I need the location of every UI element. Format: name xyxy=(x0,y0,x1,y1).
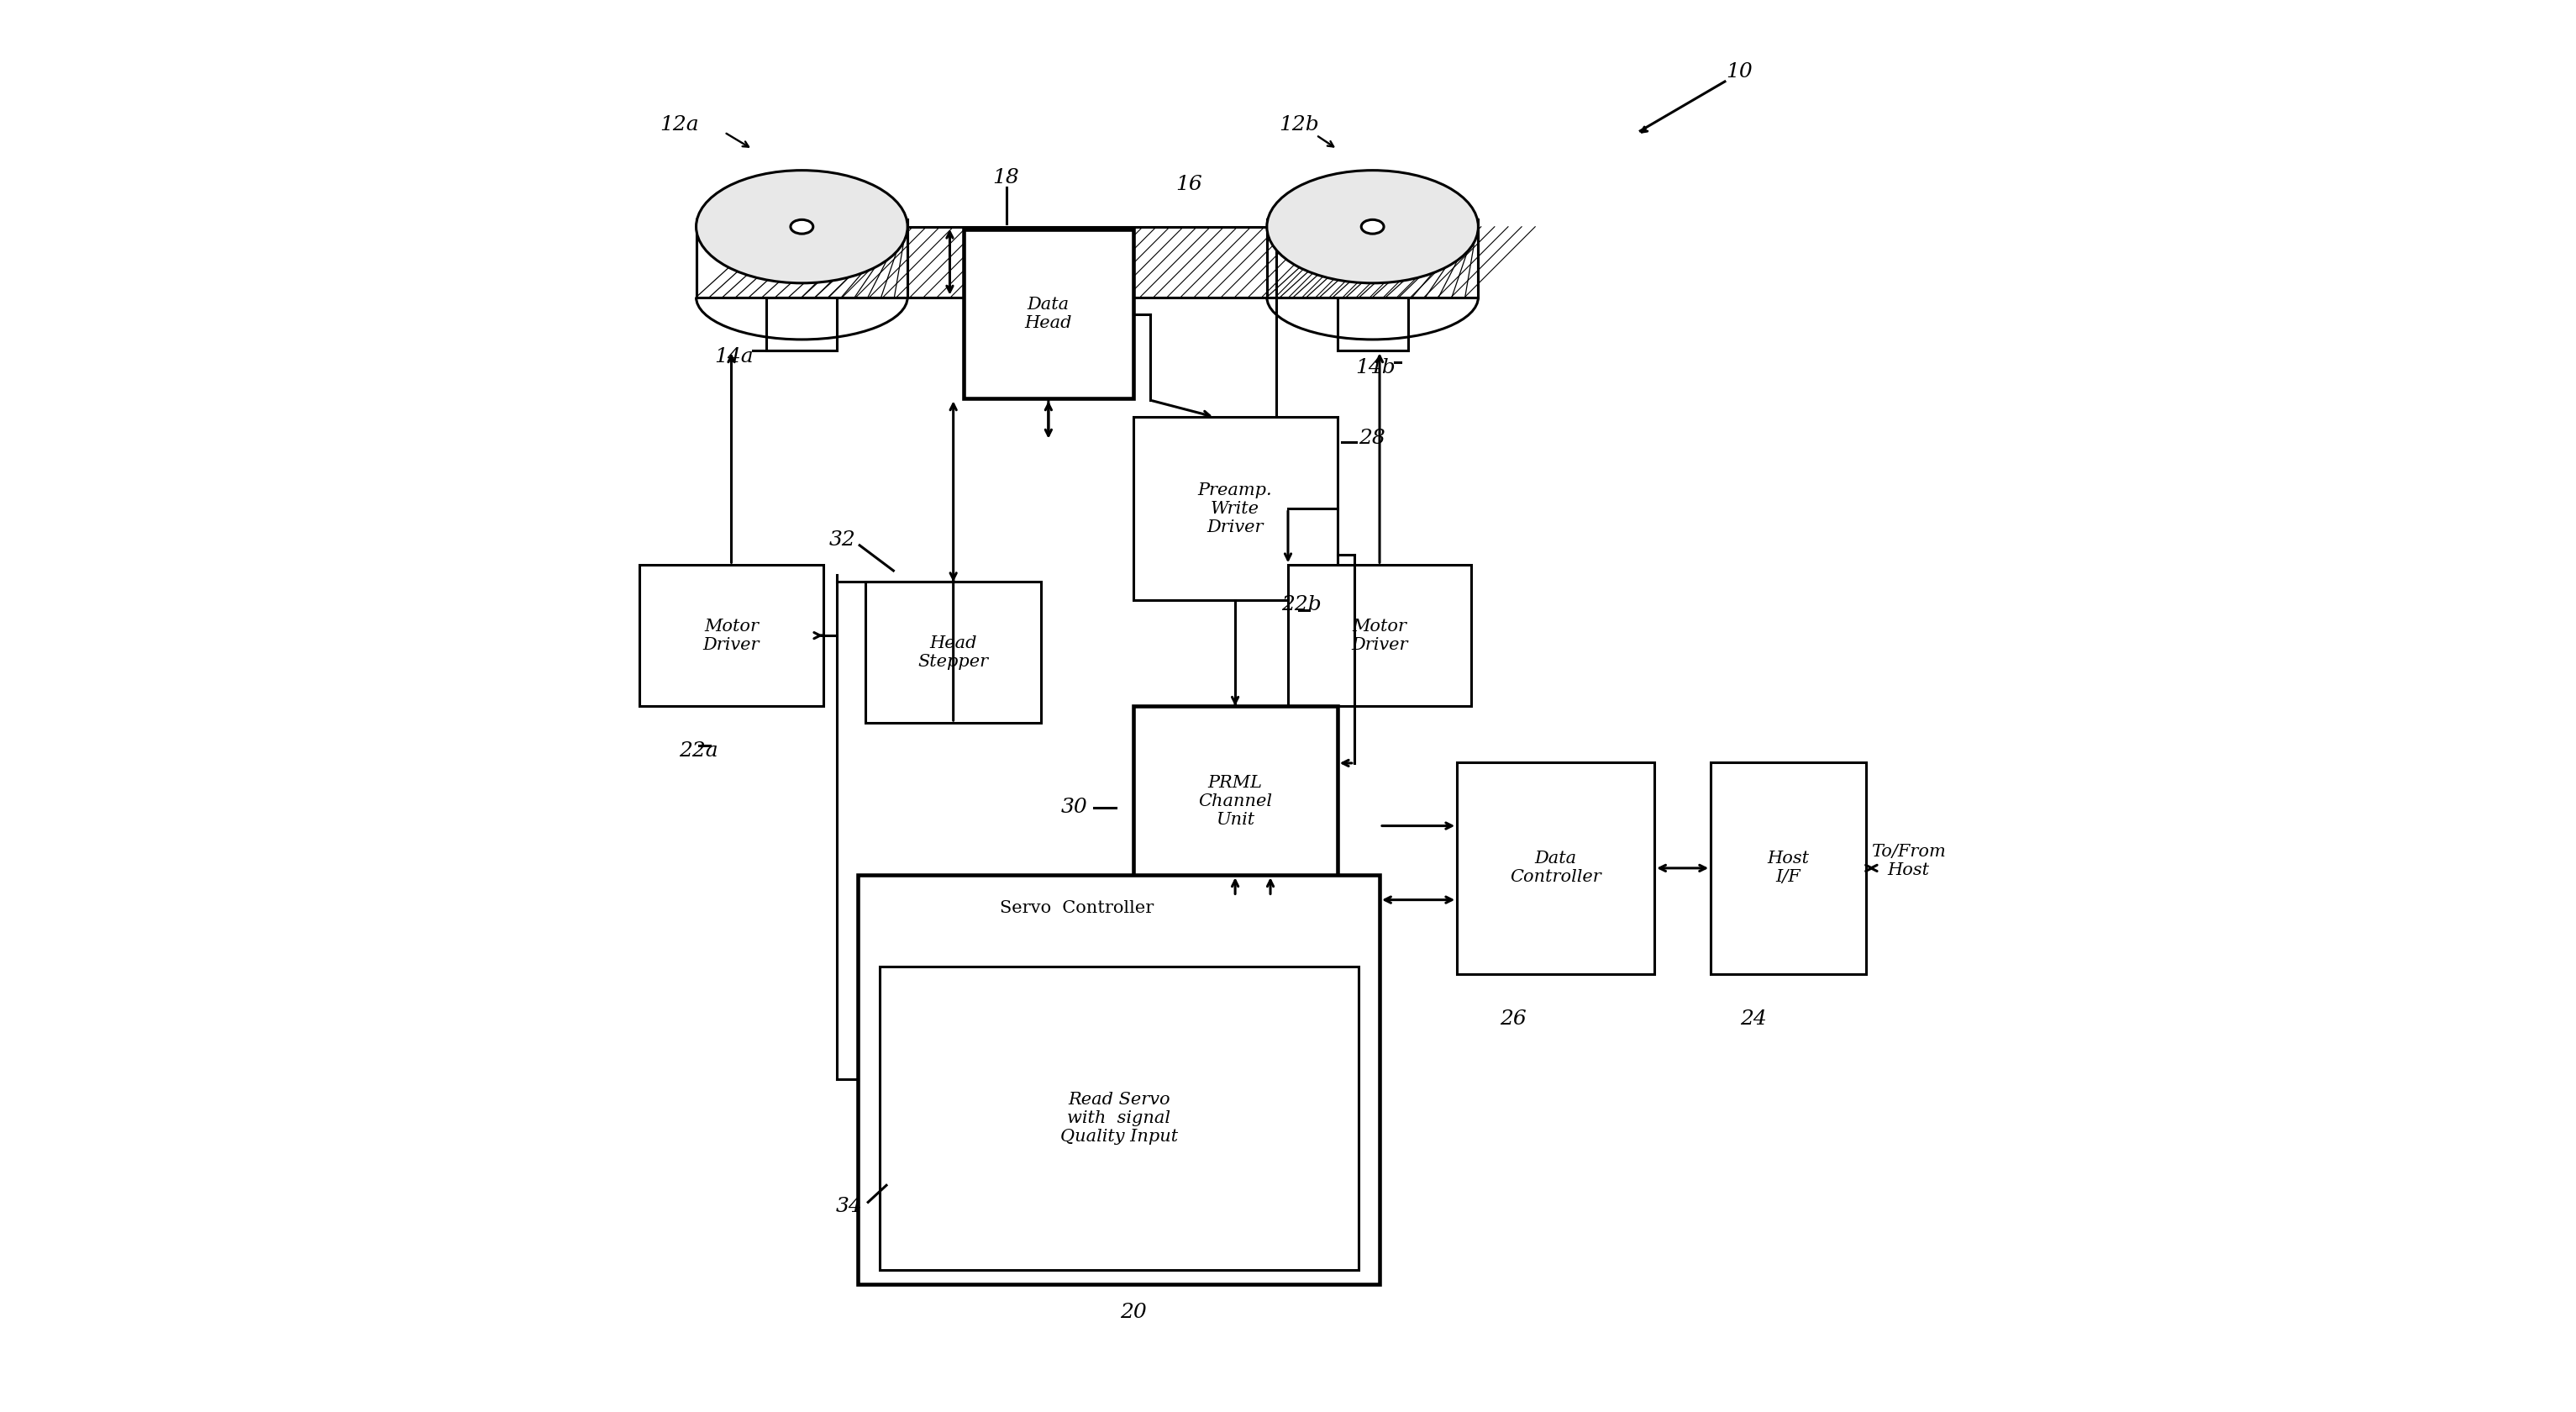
Text: 22b: 22b xyxy=(1280,594,1321,614)
Ellipse shape xyxy=(1267,171,1479,282)
FancyBboxPatch shape xyxy=(963,230,1133,398)
Text: Head
Stepper: Head Stepper xyxy=(917,635,989,669)
Text: 12b: 12b xyxy=(1280,116,1319,136)
Text: 22a: 22a xyxy=(680,741,719,761)
FancyBboxPatch shape xyxy=(639,565,822,706)
Text: 16: 16 xyxy=(1177,175,1203,193)
Text: 28: 28 xyxy=(1358,428,1386,448)
Text: Motor
Driver: Motor Driver xyxy=(703,618,760,652)
Text: Host
I/F: Host I/F xyxy=(1767,851,1808,885)
FancyBboxPatch shape xyxy=(801,227,1479,297)
Text: 24: 24 xyxy=(1739,1010,1767,1028)
Text: Data
Controller: Data Controller xyxy=(1510,851,1602,885)
FancyBboxPatch shape xyxy=(696,220,907,297)
Ellipse shape xyxy=(1360,220,1383,234)
FancyBboxPatch shape xyxy=(1458,762,1654,974)
Text: 32: 32 xyxy=(829,530,855,549)
FancyBboxPatch shape xyxy=(1133,417,1337,600)
Text: 34: 34 xyxy=(835,1197,863,1216)
FancyBboxPatch shape xyxy=(1337,297,1406,350)
Text: Motor
Driver: Motor Driver xyxy=(1352,618,1409,652)
Text: 14a: 14a xyxy=(714,347,755,366)
Text: Preamp.
Write
Driver: Preamp. Write Driver xyxy=(1198,481,1273,535)
Text: PRML
Channel
Unit: PRML Channel Unit xyxy=(1198,775,1273,827)
FancyBboxPatch shape xyxy=(1267,220,1479,297)
Text: 12a: 12a xyxy=(659,116,698,136)
Text: Servo  Controller: Servo Controller xyxy=(999,901,1154,916)
FancyBboxPatch shape xyxy=(878,967,1358,1269)
Text: 30: 30 xyxy=(1061,798,1087,818)
FancyBboxPatch shape xyxy=(858,875,1381,1284)
Ellipse shape xyxy=(791,220,814,234)
Text: 14b: 14b xyxy=(1355,359,1396,377)
Ellipse shape xyxy=(696,171,907,282)
FancyBboxPatch shape xyxy=(866,582,1041,723)
FancyBboxPatch shape xyxy=(1710,762,1865,974)
FancyBboxPatch shape xyxy=(768,297,837,350)
Text: Read Servo
with  signal
Quality Input: Read Servo with signal Quality Input xyxy=(1061,1091,1177,1145)
FancyBboxPatch shape xyxy=(1288,565,1471,706)
Text: To/From
Host: To/From Host xyxy=(1870,844,1945,878)
Text: 18: 18 xyxy=(992,168,1020,186)
Text: 20: 20 xyxy=(1121,1302,1146,1322)
FancyBboxPatch shape xyxy=(1133,706,1337,897)
Text: 26: 26 xyxy=(1499,1010,1528,1028)
Text: 10: 10 xyxy=(1726,62,1752,82)
Text: Data
Head: Data Head xyxy=(1025,297,1072,332)
